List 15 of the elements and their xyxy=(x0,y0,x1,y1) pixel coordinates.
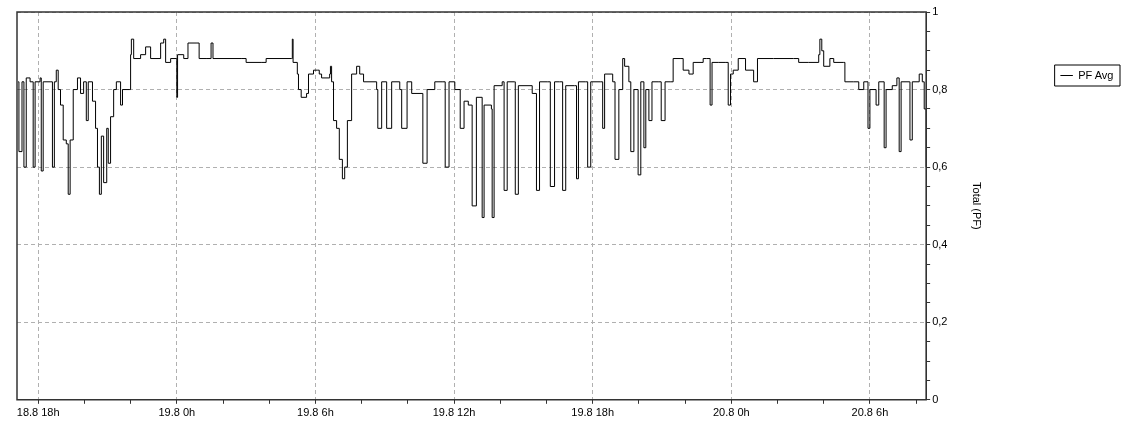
x-tick-label: 20.8 6h xyxy=(851,406,889,419)
x-tick-label: 19.8 12h xyxy=(432,406,476,419)
x-tick-label: 19.8 6h xyxy=(297,406,334,419)
y-tick-label: 0,2 xyxy=(932,315,948,328)
legend-label: PF Avg xyxy=(1078,68,1114,81)
y-tick-label: 1 xyxy=(932,5,939,18)
y-tick-label: 0,8 xyxy=(932,82,948,95)
x-tick-label: 19.8 18h xyxy=(571,406,615,419)
x-tick-label: 18.8 18h xyxy=(16,406,60,419)
y-tick-label: 0 xyxy=(932,392,939,405)
x-tick-label: 19.8 0h xyxy=(158,406,196,419)
x-tick-label: 20.8 0h xyxy=(712,406,750,419)
y-axis-title: Total (PF) xyxy=(971,182,983,230)
y-tick-label: 0,6 xyxy=(932,160,948,173)
y-tick-label: 0,4 xyxy=(932,237,948,250)
